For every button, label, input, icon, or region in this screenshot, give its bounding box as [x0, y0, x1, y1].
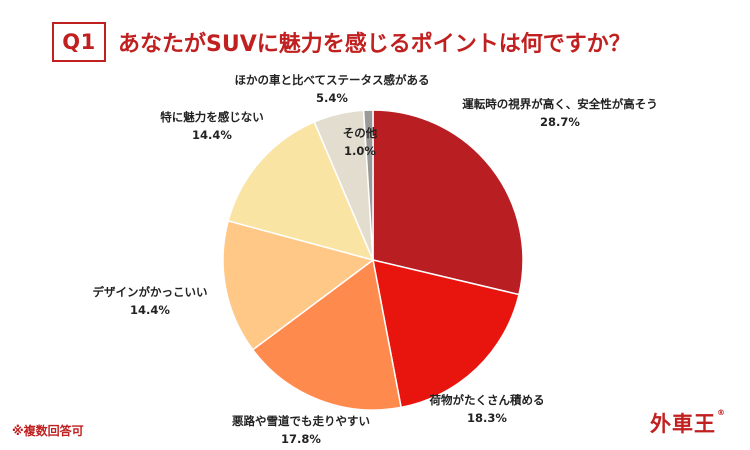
slice-label-3: 悪路や雪道でも走りやすい [232, 414, 370, 428]
pie-slice-2 [372, 259, 520, 409]
registered-mark: ® [717, 408, 726, 417]
pie-slice-3 [251, 258, 402, 411]
brand-name: 外車王 [650, 412, 716, 436]
pie-slice-5 [227, 120, 375, 262]
pie-slice-4 [222, 219, 375, 351]
brand-logo: 外車王® [650, 408, 726, 438]
chart-title: あなたがSUVに魅力を感じるポイントは何ですか？ [118, 32, 631, 57]
slice-value-7: 1.0% [344, 144, 376, 158]
slice-value-2: 18.3% [467, 411, 507, 425]
slice-value-3: 17.8% [281, 432, 321, 446]
pie-slice-1 [372, 109, 524, 296]
slice-label-2: 荷物がたくさん積める [429, 393, 545, 407]
question-header: Q1 あなたがSUVに魅力を感じるポイントは何ですか？ [52, 22, 631, 62]
question-number-badge: Q1 [52, 22, 106, 62]
slice-label-4: デザインがかっこいい [93, 285, 208, 299]
slice-label-1: 運転時の視界が高く、安全性が高そう [462, 97, 658, 111]
slice-value-4: 14.4% [130, 303, 170, 317]
slice-label-5: 特に魅力を感じない [160, 110, 264, 124]
slice-label-6: ほかの車と比べてステータス感がある [234, 73, 429, 87]
slice-value-5: 14.4% [192, 128, 232, 142]
pie-slice-7 [362, 109, 374, 261]
slice-label-7: その他 [343, 126, 378, 140]
multiple-answers-note: ※複数回答可 [12, 424, 84, 438]
slice-value-1: 28.7% [540, 115, 580, 129]
slice-value-6: 5.4% [316, 91, 348, 105]
